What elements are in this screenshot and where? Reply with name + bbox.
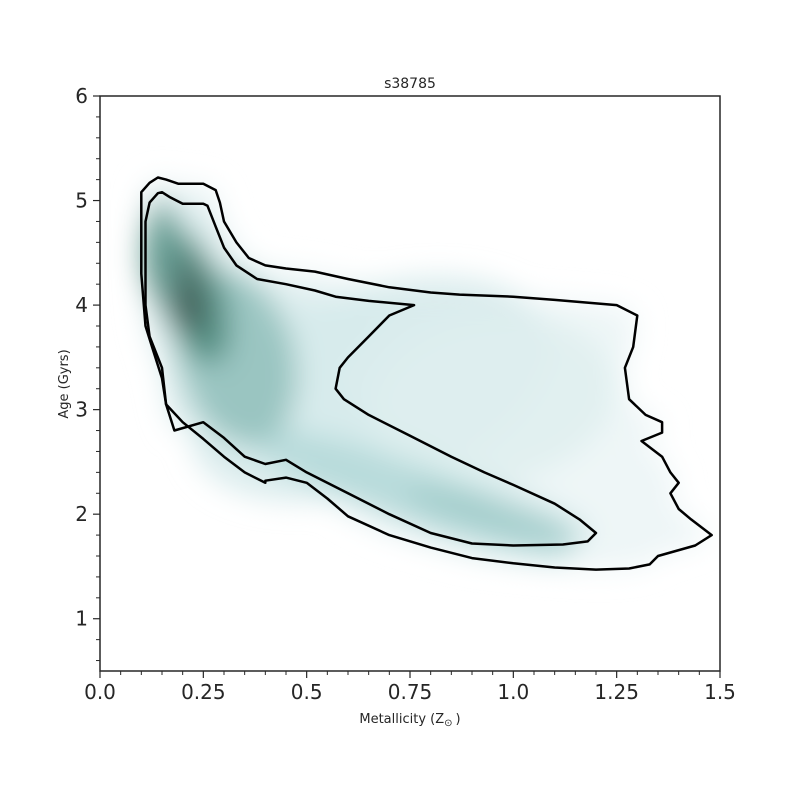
y-tick-label: 2 bbox=[75, 502, 88, 526]
inner-contour-line bbox=[144, 190, 598, 547]
density-fill-group bbox=[141, 177, 712, 570]
y-tick-label: 4 bbox=[75, 293, 88, 317]
contour-layer bbox=[140, 176, 713, 571]
x-axis-label-sub: ⊙ bbox=[444, 718, 452, 729]
x-axis-label-close: ) bbox=[456, 712, 461, 727]
x-tick-label: 0.5 bbox=[291, 680, 323, 704]
x-tick-label: 0.75 bbox=[388, 680, 433, 704]
density-blob bbox=[404, 486, 581, 542]
y-axis-label: Age (Gyrs) bbox=[57, 349, 72, 418]
outer-contour-line bbox=[140, 176, 713, 571]
density-blob bbox=[369, 314, 616, 485]
x-axis-label: Metallicity (Z⊙) bbox=[359, 712, 460, 729]
x-axis-label-main: Metallicity (Z bbox=[359, 712, 444, 727]
density-layer bbox=[141, 177, 712, 570]
y-tick-label: 6 bbox=[75, 84, 88, 108]
chart-title: s38785 bbox=[384, 76, 436, 92]
y-tick-label: 3 bbox=[75, 398, 88, 422]
x-tick-label: 1.0 bbox=[497, 680, 529, 704]
density-blob bbox=[141, 200, 183, 306]
y-tick-label: 1 bbox=[75, 607, 88, 631]
ticks-layer: 0.0 0.25 0.5 0.75 1.0 1.25 1.5 1 2 3 4 5 6 bbox=[75, 84, 736, 704]
x-tick-label: 0.25 bbox=[181, 680, 226, 704]
x-tick-label: 1.25 bbox=[594, 680, 639, 704]
y-tick-label: 5 bbox=[75, 189, 88, 213]
x-tick-label: 1.5 bbox=[704, 680, 736, 704]
x-tick-label: 0.0 bbox=[84, 680, 116, 704]
